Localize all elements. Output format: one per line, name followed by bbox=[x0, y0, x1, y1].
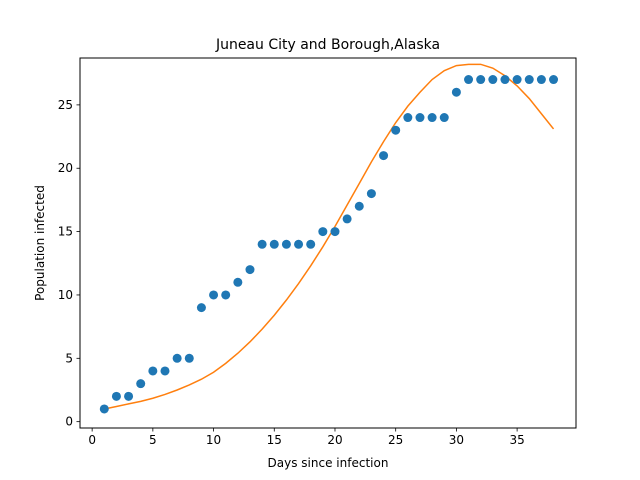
data-point bbox=[111, 391, 121, 401]
data-point bbox=[464, 75, 474, 85]
data-point bbox=[354, 201, 364, 211]
data-point bbox=[172, 353, 182, 363]
x-tick-label: 0 bbox=[88, 433, 96, 447]
fit-curve-line bbox=[104, 63, 555, 410]
data-point bbox=[524, 75, 534, 85]
data-point bbox=[269, 239, 279, 249]
data-point bbox=[427, 113, 437, 123]
x-tick-label: 35 bbox=[509, 433, 524, 447]
y-tick-label: 10 bbox=[58, 288, 73, 302]
data-point bbox=[500, 75, 510, 85]
data-point bbox=[136, 379, 146, 389]
data-point bbox=[184, 353, 194, 363]
data-point bbox=[476, 75, 486, 85]
data-point bbox=[512, 75, 522, 85]
x-tick-label: 15 bbox=[267, 433, 282, 447]
y-tick-label: 5 bbox=[65, 351, 73, 365]
data-point bbox=[196, 303, 206, 313]
data-point bbox=[379, 151, 389, 161]
data-point bbox=[318, 227, 328, 237]
data-point bbox=[403, 113, 413, 123]
data-point bbox=[281, 239, 291, 249]
data-point bbox=[233, 277, 243, 287]
x-tick-label: 5 bbox=[149, 433, 157, 447]
y-axis-label: Population infected bbox=[33, 185, 47, 301]
plot-area bbox=[99, 63, 559, 414]
data-point bbox=[257, 239, 267, 249]
data-point bbox=[488, 75, 498, 85]
y-tick-label: 0 bbox=[65, 415, 73, 429]
x-axis-ticks: 0 5 10 15 20 25 30 35 bbox=[88, 428, 525, 447]
data-point bbox=[209, 290, 219, 300]
y-tick-label: 15 bbox=[58, 225, 73, 239]
chart-title: Juneau City and Borough,Alaska bbox=[215, 37, 440, 53]
x-tick-label: 10 bbox=[206, 433, 221, 447]
x-tick-label: 20 bbox=[327, 433, 342, 447]
data-point bbox=[330, 227, 340, 237]
y-tick-label: 20 bbox=[58, 161, 73, 175]
x-tick-label: 30 bbox=[449, 433, 464, 447]
data-point bbox=[148, 366, 158, 376]
data-point bbox=[549, 75, 559, 85]
data-point bbox=[306, 239, 316, 249]
data-point bbox=[366, 189, 376, 199]
data-point bbox=[221, 290, 231, 300]
data-point bbox=[415, 113, 425, 123]
data-point bbox=[342, 214, 352, 224]
y-axis-ticks: 0 5 10 15 20 25 bbox=[58, 98, 80, 429]
x-axis-label: Days since infection bbox=[268, 456, 389, 470]
x-tick-label: 25 bbox=[388, 433, 403, 447]
data-point bbox=[451, 87, 461, 97]
data-point bbox=[99, 404, 109, 414]
data-point bbox=[439, 113, 449, 123]
data-point bbox=[160, 366, 170, 376]
data-point bbox=[245, 265, 255, 275]
plot-frame bbox=[79, 57, 577, 429]
data-point bbox=[294, 239, 304, 249]
data-point bbox=[391, 125, 401, 135]
y-tick-label: 25 bbox=[58, 98, 73, 112]
data-point bbox=[124, 391, 134, 401]
data-point bbox=[536, 75, 546, 85]
